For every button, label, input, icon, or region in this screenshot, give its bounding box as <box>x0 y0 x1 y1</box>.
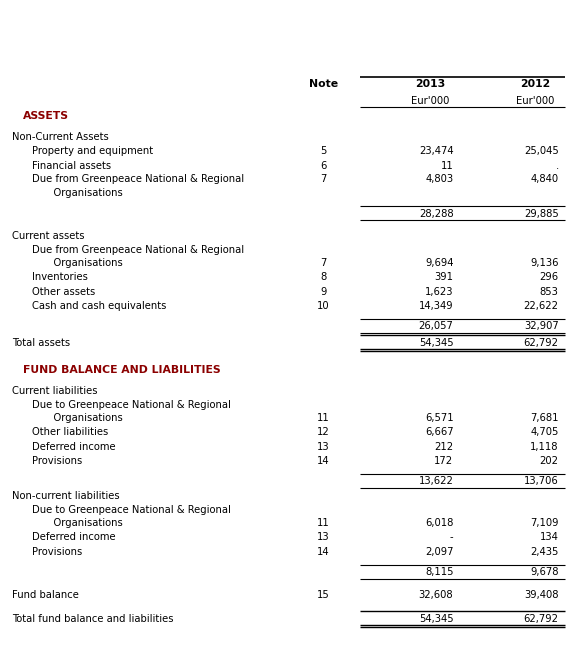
Text: Financial assets: Financial assets <box>32 160 111 170</box>
Text: Total fund balance and liabilities: Total fund balance and liabilities <box>12 614 173 624</box>
Text: 2012: 2012 <box>520 79 550 89</box>
Text: Other assets: Other assets <box>32 286 95 296</box>
Text: Fund balance: Fund balance <box>12 590 78 600</box>
Text: 25,045: 25,045 <box>524 146 559 156</box>
Text: 14,349: 14,349 <box>419 301 453 311</box>
Text: 14: 14 <box>317 546 330 556</box>
Text: -: - <box>450 532 453 542</box>
Text: 1,118: 1,118 <box>530 442 559 451</box>
Text: 11: 11 <box>317 518 330 529</box>
Text: 2,435: 2,435 <box>530 546 559 556</box>
Text: Total assets: Total assets <box>12 338 70 348</box>
Text: 391: 391 <box>435 272 453 282</box>
Text: 13: 13 <box>317 532 330 542</box>
Text: Due from Greenpeace National & Regional: Due from Greenpeace National & Regional <box>32 246 245 255</box>
Text: 6,667: 6,667 <box>425 427 453 437</box>
Text: Provisions: Provisions <box>32 546 82 556</box>
Text: 6,571: 6,571 <box>425 413 453 423</box>
Text: 22,622: 22,622 <box>524 301 559 311</box>
Text: 1,623: 1,623 <box>425 286 453 296</box>
Text: 4,840: 4,840 <box>531 174 559 184</box>
Text: Organisations: Organisations <box>41 518 123 529</box>
Text: Non-current liabilities: Non-current liabilities <box>12 492 119 502</box>
Text: 7,681: 7,681 <box>530 413 559 423</box>
Text: 54,345: 54,345 <box>419 338 453 348</box>
Text: Eur'000: Eur'000 <box>411 96 449 106</box>
Text: 11: 11 <box>317 413 330 423</box>
Text: FUND BALANCE AND LIABILITIES: FUND BALANCE AND LIABILITIES <box>23 365 221 375</box>
Text: 134: 134 <box>540 532 559 542</box>
Text: 2,097: 2,097 <box>425 546 453 556</box>
Text: 4,705: 4,705 <box>530 427 559 437</box>
Text: 13,706: 13,706 <box>524 477 559 486</box>
Text: Other liabilities: Other liabilities <box>32 427 108 437</box>
Text: Due to Greenpeace National & Regional: Due to Greenpeace National & Regional <box>32 400 231 411</box>
Text: 9,678: 9,678 <box>530 567 559 577</box>
Text: Provisions: Provisions <box>32 456 82 466</box>
Text: 10: 10 <box>317 301 330 311</box>
Text: 296: 296 <box>539 272 559 282</box>
Text: 4,803: 4,803 <box>425 174 453 184</box>
Text: 7: 7 <box>321 174 326 184</box>
Text: Non-Current Assets: Non-Current Assets <box>12 132 108 142</box>
Text: 39,408: 39,408 <box>524 590 559 600</box>
Text: 32,608: 32,608 <box>419 590 453 600</box>
Text: 9: 9 <box>321 286 326 296</box>
Text: 23,474: 23,474 <box>419 146 453 156</box>
Text: 7,109: 7,109 <box>530 518 559 529</box>
Text: 7: 7 <box>321 259 326 269</box>
Text: 6,018: 6,018 <box>425 518 453 529</box>
Text: Due to Greenpeace National & Regional: Due to Greenpeace National & Regional <box>32 506 231 515</box>
Text: Current liabilities: Current liabilities <box>12 386 97 397</box>
Text: 172: 172 <box>434 456 453 466</box>
Text: Due from Greenpeace National & Regional: Due from Greenpeace National & Regional <box>32 174 245 184</box>
Text: 15: 15 <box>317 590 330 600</box>
Text: 853: 853 <box>540 286 559 296</box>
Text: 2013: 2013 <box>415 79 445 89</box>
Text: Note: Note <box>309 79 338 89</box>
Text: 11: 11 <box>441 160 453 170</box>
Text: 8,115: 8,115 <box>425 567 453 577</box>
Text: 5: 5 <box>321 146 326 156</box>
Text: 14: 14 <box>317 456 330 466</box>
Text: Organisations: Organisations <box>41 187 123 197</box>
Text: Organisations: Organisations <box>41 413 123 423</box>
Text: 62,792: 62,792 <box>524 614 559 624</box>
Text: 54,345: 54,345 <box>419 614 453 624</box>
Text: Property and equipment: Property and equipment <box>32 146 153 156</box>
Text: 8: 8 <box>321 272 326 282</box>
Text: Inventories: Inventories <box>32 272 88 282</box>
Text: 6: 6 <box>321 160 326 170</box>
Text: ASSETS: ASSETS <box>23 112 70 121</box>
Text: 13,622: 13,622 <box>418 477 453 486</box>
Text: Eur'000: Eur'000 <box>516 96 555 106</box>
Text: 29,885: 29,885 <box>524 209 559 218</box>
Text: Current assets: Current assets <box>12 232 84 242</box>
Text: 32,907: 32,907 <box>524 321 559 331</box>
Text: 28,288: 28,288 <box>419 209 453 218</box>
Text: 12: 12 <box>317 427 330 437</box>
Text: 9,136: 9,136 <box>530 259 559 269</box>
Text: 212: 212 <box>434 442 453 451</box>
Text: .: . <box>555 160 559 170</box>
Text: Deferred income: Deferred income <box>32 442 116 451</box>
Text: 26,057: 26,057 <box>418 321 453 331</box>
Text: 13: 13 <box>317 442 330 451</box>
Text: Organisations: Organisations <box>41 259 123 269</box>
Text: 62,792: 62,792 <box>524 338 559 348</box>
Text: Deferred income: Deferred income <box>32 532 116 542</box>
Text: 202: 202 <box>540 456 559 466</box>
Text: Cash and cash equivalents: Cash and cash equivalents <box>32 301 167 311</box>
Text: 9,694: 9,694 <box>425 259 453 269</box>
